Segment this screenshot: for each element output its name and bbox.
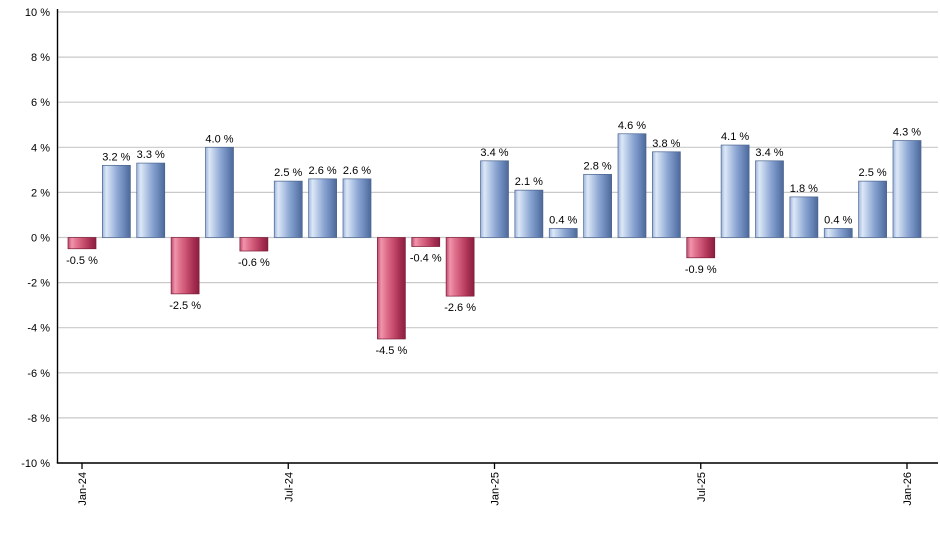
positive-bar-7 (308, 178, 337, 238)
bar-value-label-0: -0.5 % (66, 255, 98, 267)
x-tick-label-Jan-25: Jan-25 (490, 472, 502, 506)
bar-value-label-13: 2.1 % (515, 176, 543, 188)
bar-value-label-4: 4.0 % (205, 133, 233, 145)
bar-value-label-23: 2.5 % (859, 167, 887, 179)
bar-value-label-18: -0.9 % (685, 264, 717, 276)
positive-bar-14 (548, 228, 578, 238)
bar-value-label-19: 4.1 % (721, 131, 749, 143)
bar-value-label-3: -2.5 % (169, 300, 201, 312)
positive-bar-21 (789, 196, 819, 238)
positive-bar-24 (892, 140, 922, 238)
bar-value-label-6: 2.5 % (274, 167, 302, 179)
positive-bar-4 (205, 146, 234, 238)
negative-bar-10 (411, 237, 441, 247)
negative-bar-9 (377, 237, 406, 340)
negative-bar-18 (686, 237, 716, 259)
positive-bar-23 (858, 180, 887, 238)
positive-bar-1 (102, 164, 131, 238)
positive-bar-6 (273, 180, 303, 238)
bar-value-label-14: 0.4 % (549, 214, 577, 226)
x-tick-label-Jul-24: Jul-24 (283, 472, 295, 502)
positive-bar-22 (823, 228, 853, 238)
bar-value-label-15: 2.8 % (584, 160, 612, 172)
bar-value-label-8: 2.6 % (343, 165, 371, 177)
positive-bar-20 (755, 160, 784, 238)
bar-value-label-11: -2.6 % (444, 302, 476, 314)
y-tick-label--4%: -4 % (27, 323, 50, 335)
y-tick-label--10%: -10 % (21, 458, 50, 470)
y-tick-label-4%: 4 % (31, 142, 50, 154)
positive-bar-17 (652, 151, 681, 238)
y-tick-label--2%: -2 % (27, 278, 50, 290)
x-tick-label-Jul-25: Jul-25 (696, 472, 708, 502)
negative-bar-0 (67, 237, 97, 250)
bar-value-label-22: 0.4 % (824, 214, 852, 226)
bar-value-label-2: 3.3 % (137, 149, 165, 161)
positive-bar-16 (617, 133, 647, 238)
bar-value-label-10: -0.4 % (410, 253, 442, 265)
bar-value-label-21: 1.8 % (790, 183, 818, 195)
bar-value-label-12: 3.4 % (480, 147, 508, 159)
negative-bar-5 (239, 237, 269, 252)
bar-value-label-5: -0.6 % (238, 257, 270, 269)
bar-value-label-9: -4.5 % (375, 345, 407, 357)
positive-bar-15 (583, 174, 612, 238)
bar-value-label-16: 4.6 % (618, 120, 646, 132)
positive-bar-2 (136, 162, 166, 238)
y-tick-label-8%: 8 % (31, 52, 50, 64)
positive-bar-19 (720, 144, 750, 238)
y-tick-label-6%: 6 % (31, 97, 50, 109)
y-tick-label--6%: -6 % (27, 368, 50, 380)
y-tick-label-10%: 10 % (25, 7, 50, 19)
y-tick-label--8%: -8 % (27, 413, 50, 425)
bar-value-label-1: 3.2 % (102, 151, 130, 163)
bar-value-label-7: 2.6 % (309, 165, 337, 177)
y-tick-label-2%: 2 % (31, 187, 50, 199)
bar-value-label-24: 4.3 % (893, 127, 921, 139)
bar-value-label-20: 3.4 % (755, 147, 783, 159)
negative-bar-3 (170, 237, 200, 295)
negative-bar-11 (445, 237, 475, 297)
positive-bar-8 (342, 178, 372, 238)
positive-bar-13 (514, 189, 544, 238)
positive-bar-12 (480, 160, 509, 238)
y-tick-label-0%: 0 % (31, 233, 50, 245)
x-tick-label-Jan-24: Jan-24 (77, 472, 89, 506)
x-tick-label-Jan-26: Jan-26 (902, 472, 914, 506)
bar-value-label-17: 3.8 % (652, 138, 680, 150)
